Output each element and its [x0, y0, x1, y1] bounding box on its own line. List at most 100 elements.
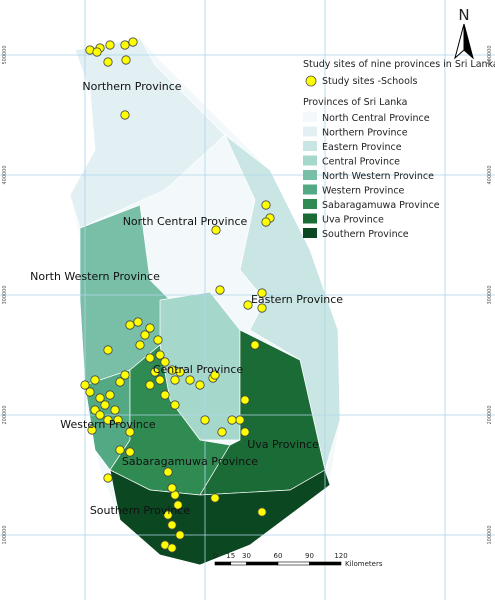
school-site — [167, 520, 177, 530]
scale-unit: Kilometers — [345, 560, 383, 568]
legend-swatch — [303, 170, 317, 180]
school-site — [95, 410, 105, 420]
legend-subtitle: Provinces of Sri Lanka — [303, 97, 407, 108]
school-site — [261, 217, 271, 227]
school-site — [125, 427, 135, 437]
grid-label: 400000 — [487, 165, 493, 184]
school-site — [261, 200, 271, 210]
school-site — [173, 500, 183, 510]
legend-items: North Central Province Northern Province E… — [303, 112, 440, 240]
school-site — [257, 507, 267, 517]
legend-label: Eastern Province — [322, 142, 402, 153]
grid-label: 300000 — [2, 285, 8, 304]
legend-label: North Western Province — [322, 171, 434, 182]
north-arrow: N — [454, 6, 474, 60]
legend-swatch — [303, 199, 317, 209]
legend-label: Study sites -Schools — [322, 76, 418, 87]
province-label: Sabaragamuwa Province — [122, 455, 258, 468]
school-site — [160, 390, 170, 400]
legend-swatch — [303, 155, 317, 166]
grid-label: 500000 — [487, 45, 493, 64]
school-site — [115, 445, 125, 455]
school-site — [257, 288, 267, 298]
province-label: North Western Province — [30, 270, 160, 283]
grid-label: 200000 — [487, 405, 493, 424]
school-site — [175, 530, 185, 540]
school-site — [155, 350, 165, 360]
school-site — [240, 395, 250, 405]
province-label: Central Province — [153, 363, 244, 376]
school-site — [163, 510, 173, 520]
school-site — [105, 390, 115, 400]
school-site — [90, 375, 100, 385]
school-site — [128, 37, 138, 47]
school-site — [80, 380, 90, 390]
scale-tick-label: 15 — [226, 552, 235, 560]
legend-label: North Central Province — [322, 113, 430, 124]
school-site — [121, 55, 131, 65]
scale-tick-label: 60 — [274, 552, 283, 560]
school-site — [135, 340, 145, 350]
school-site — [185, 375, 195, 385]
legend-title: Study sites of nine provinces in Sri Lan… — [303, 59, 495, 70]
school-site — [103, 415, 113, 425]
school-site — [240, 427, 250, 437]
school-site — [103, 345, 113, 355]
grid-label: 400000 — [2, 165, 8, 184]
legend-label: Southern Province — [322, 229, 409, 240]
legend-label: Sabaragamuwa Province — [322, 200, 440, 211]
school-site — [125, 447, 135, 457]
province-labels: Northern Province North Central Province… — [30, 80, 343, 517]
scale-tick-label: 90 — [305, 552, 314, 560]
legend-symbol — [305, 75, 317, 87]
school-site — [120, 40, 130, 50]
school-site — [95, 393, 105, 403]
grid-label: 100000 — [487, 525, 493, 544]
school-site — [150, 367, 160, 377]
legend-swatch — [303, 141, 317, 151]
grid-labels: 500000 500000 400000 400000 300000 300000 2000… — [2, 45, 493, 544]
school-site — [103, 473, 113, 483]
school-site — [235, 415, 245, 425]
school-site — [175, 367, 185, 377]
province — [69, 37, 226, 229]
school-site — [140, 330, 150, 340]
province-label: Northern Province — [82, 80, 181, 93]
school-site — [87, 425, 97, 435]
school-site — [113, 415, 123, 425]
school-site — [211, 225, 221, 235]
legend-label: Northern Province — [322, 128, 408, 139]
grid-label: 100000 — [2, 525, 8, 544]
scale-segment — [214, 561, 232, 566]
scale-tick-label: 30 — [242, 552, 251, 560]
school-site — [85, 387, 95, 397]
school-site — [250, 340, 260, 350]
legend-label: Uva Province — [322, 215, 384, 226]
legend-swatch — [303, 213, 317, 224]
school-sites — [80, 37, 275, 553]
school-site — [145, 353, 155, 363]
grid-label: 200000 — [2, 405, 8, 424]
scale-segment — [309, 561, 342, 566]
legend-swatch — [303, 112, 317, 122]
school-site — [160, 357, 170, 367]
legend-label: Central Province — [322, 157, 400, 168]
school-site — [170, 375, 180, 385]
school-site — [195, 380, 205, 390]
school-site — [217, 427, 227, 437]
school-site — [243, 300, 253, 310]
legend-label: Western Province — [322, 186, 405, 197]
legend-swatch — [303, 126, 317, 137]
province-label: Uva Province — [247, 438, 319, 451]
school-site — [145, 323, 155, 333]
school-site — [167, 483, 177, 493]
school-site — [92, 47, 102, 57]
school-site — [215, 285, 225, 295]
school-site — [163, 467, 173, 477]
school-site — [210, 370, 220, 380]
school-site — [120, 110, 130, 120]
school-site — [110, 405, 120, 415]
